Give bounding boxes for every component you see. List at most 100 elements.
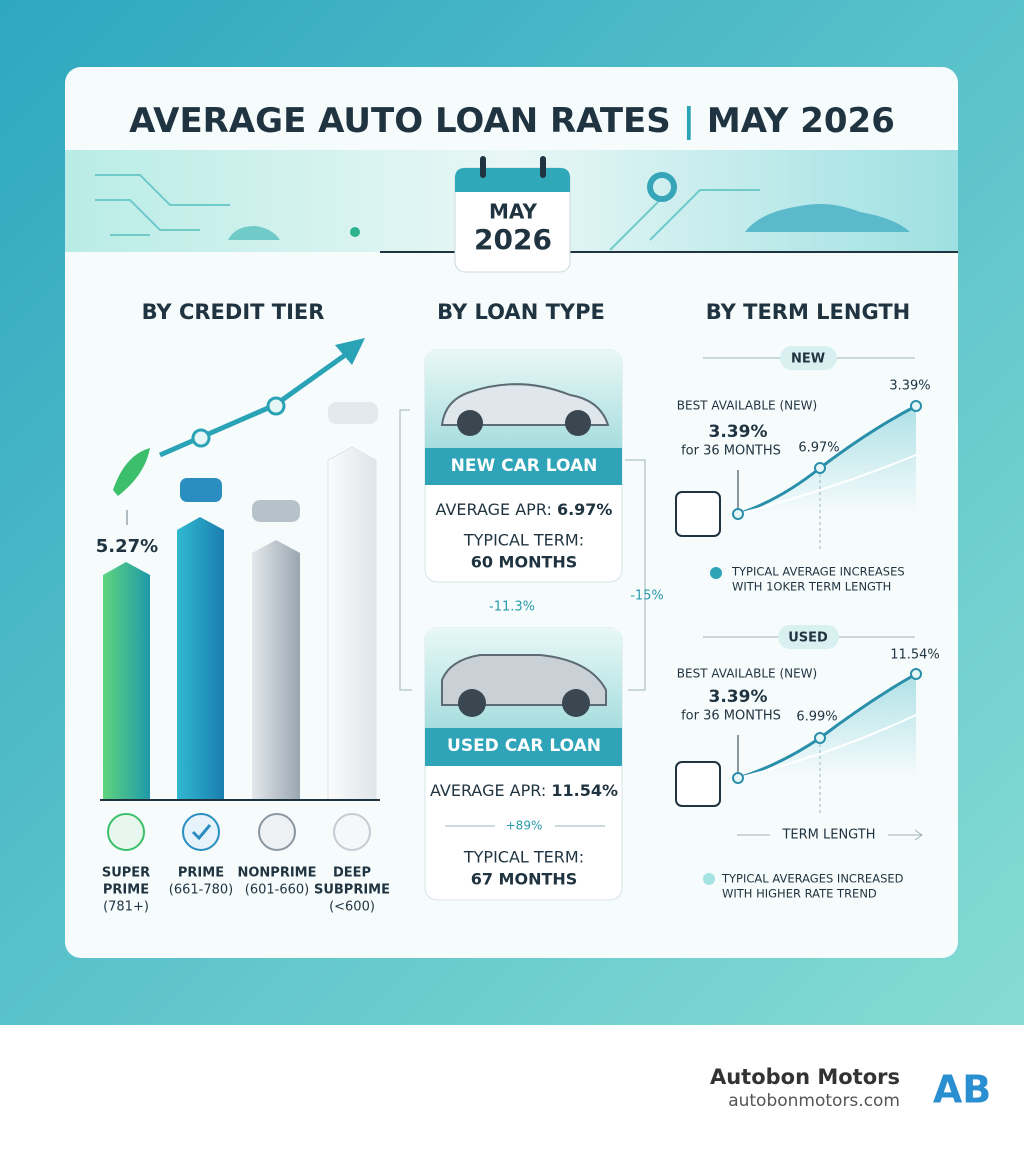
curve: [737, 454, 917, 515]
point: [814, 732, 826, 744]
tier-icon: [182, 813, 220, 851]
point: [910, 668, 922, 680]
note: TYPICAL AVERAGES INCREASED: [721, 872, 904, 886]
bullet: [710, 567, 722, 579]
note: WITH HIGHER RATE TREND: [722, 887, 877, 901]
trend-dot: [191, 428, 211, 448]
car-icon: [328, 402, 378, 424]
point-label: 3.39%: [889, 379, 930, 394]
note: WITH 1OKER TERM LENGTH: [732, 580, 891, 594]
car-silhouette: [745, 204, 910, 232]
point: [910, 400, 922, 412]
card-title: USED CAR LOAN: [447, 736, 601, 756]
tier-range: (661-780): [169, 883, 233, 898]
bar: [327, 446, 377, 801]
tier-icon: [258, 813, 296, 851]
loan-type: NEW CAR LOAN AVERAGE APR: 6.97% TYPICAL …: [399, 349, 664, 901]
best-label: BEST AVAILABLE (NEW): [677, 399, 817, 413]
point-label: 6.99%: [796, 710, 837, 725]
calendar-year: 2026: [474, 223, 552, 256]
axis-arrow: [888, 829, 923, 841]
best-term: for 36 MONTHS: [681, 709, 781, 724]
calendar-icon: [675, 761, 721, 807]
curve: [737, 714, 917, 779]
arrow-head: [335, 338, 365, 365]
calendar-ring: [480, 156, 486, 178]
tier-icon: [333, 813, 371, 851]
section-heading: BY CREDIT TIER: [142, 300, 325, 324]
best-rate: 3.39%: [709, 687, 768, 707]
bar: [103, 562, 150, 800]
term-label: TYPICAL TERM:: [463, 531, 584, 550]
pill: [780, 346, 837, 370]
tier-range: (601-660): [245, 883, 309, 898]
car-icon: [180, 478, 222, 502]
apr-value: 6.97%: [557, 500, 613, 519]
wheel: [457, 410, 483, 436]
apr: AVERAGE APR: 6.97%: [436, 500, 613, 519]
credit-bars: 5.27% SUPER PRIME (781+) PRIME (661-780) NONP…: [96, 338, 390, 915]
area: [738, 674, 916, 778]
bar: [252, 540, 300, 800]
tier-range: (<600): [329, 900, 375, 915]
donut-icon: [647, 172, 677, 202]
change-label: -11.3%: [489, 600, 535, 615]
apr-label: AVERAGE APR:: [436, 500, 552, 519]
car-icon: [228, 226, 280, 240]
note: TYPICAL AVERAGE INCREASES: [731, 565, 905, 579]
section-heading: BY TERM LENGTH: [706, 300, 911, 324]
tier-name: NONPRIME: [237, 866, 316, 881]
logo: AB: [933, 1068, 991, 1112]
car-image: [441, 654, 607, 706]
bullet: [703, 873, 715, 885]
rocket-icon: [113, 448, 150, 496]
tier-labels: SUPER PRIME (781+) PRIME (661-780) NONPRIME (6…: [102, 866, 390, 915]
point: [814, 462, 826, 474]
circuit-lines: [95, 174, 958, 253]
calendar-month: MAY: [489, 200, 537, 224]
bracket: [625, 459, 646, 691]
change-label: +89%: [506, 819, 543, 833]
tier-name: SUPER: [102, 866, 150, 881]
apr-label: AVERAGE APR:: [430, 781, 546, 800]
apr-value: 11.54%: [551, 781, 618, 800]
calendar-top: [455, 168, 570, 192]
change-label: -15%: [630, 589, 664, 604]
car-image: [440, 383, 610, 426]
tier-range: (781+): [103, 900, 149, 915]
best-rate: 3.39%: [709, 422, 768, 442]
title-left: AVERAGE AUTO LOAN RATES: [129, 101, 671, 141]
card-band: [425, 728, 622, 766]
pill-label: NEW: [791, 352, 825, 367]
brand: Autobon Motors: [710, 1065, 900, 1089]
card-band: [425, 448, 622, 485]
tier-name: SUBPRIME: [314, 883, 390, 898]
tier-name: PRIME: [178, 866, 224, 881]
title-right: MAY 2026: [707, 101, 895, 141]
dot: [350, 227, 360, 237]
title: AVERAGE AUTO LOAN RATES | MAY 2026: [129, 101, 895, 141]
tier-name: DEEP: [333, 866, 371, 881]
brand-url: autobonmotors.com: [728, 1091, 900, 1111]
bracket: [399, 409, 412, 691]
term-value: 60 MONTHS: [471, 553, 578, 572]
trend-dot: [266, 396, 286, 416]
wheel: [562, 689, 590, 717]
point: [732, 772, 744, 784]
footer-bg: [0, 1025, 1024, 1154]
best-label: BEST AVAILABLE (NEW): [677, 667, 817, 681]
term-length: NEW BEST AVAILABLE (NEW) 3.39% for 36 MO…: [675, 346, 940, 901]
axis-label: TERM LENGTH: [781, 828, 875, 843]
pill: [778, 625, 839, 649]
best-term: for 36 MONTHS: [681, 444, 781, 459]
wheel: [565, 410, 591, 436]
point-label: 6.97%: [798, 441, 839, 456]
check-icon: [191, 824, 212, 841]
apr: AVERAGE APR: 11.54%: [430, 781, 618, 800]
term-value: 67 MONTHS: [471, 870, 578, 889]
card-title: NEW CAR LOAN: [451, 456, 598, 476]
value-label: 5.27%: [96, 536, 158, 557]
calendar-ring: [540, 156, 546, 178]
